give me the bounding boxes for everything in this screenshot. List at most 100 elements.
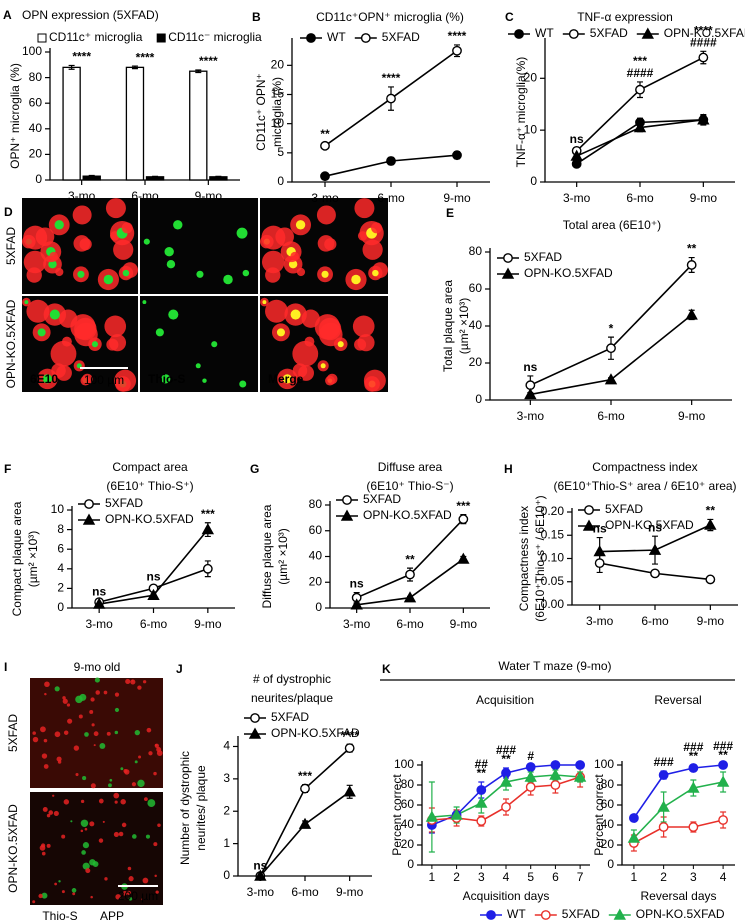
chart-subtitle: neurites/plaque (251, 691, 333, 705)
y-tick-label: 40 (469, 318, 483, 332)
plaque-core (351, 274, 361, 285)
marker (405, 569, 415, 580)
legend-label: 5XFAD (605, 502, 643, 516)
stain-dot (80, 819, 89, 828)
stain-dot (108, 783, 112, 788)
panel-label: G (250, 462, 259, 476)
y-tick-label: 60 (469, 281, 483, 295)
plaque-core (142, 300, 147, 305)
plaque-blob (105, 198, 126, 219)
stain-label: APP (100, 909, 124, 923)
plaque-core (337, 341, 344, 348)
y-axis-label: (6E10⁺Thio-s⁺ / 6E10⁺) (533, 495, 547, 621)
y-tick-label: 60 (29, 95, 43, 109)
plaque-core (166, 259, 176, 269)
plaque-blob (298, 365, 314, 381)
marker (571, 158, 582, 169)
y-tick-label: 0.15 (541, 527, 565, 541)
plaque-blob (113, 239, 134, 260)
plaque-core (91, 341, 99, 348)
marker (475, 796, 488, 808)
y-tick-label: 80 (469, 244, 483, 258)
panel-label: K (382, 662, 391, 676)
stain-dot (134, 760, 138, 764)
stain-dot (80, 829, 84, 833)
chart-title: # of dystrophic (253, 672, 331, 686)
y-tick-label: 20 (469, 355, 483, 369)
stain-dot (82, 862, 90, 870)
series-line (633, 781, 724, 839)
stain-dot (67, 718, 73, 724)
stain-dot (62, 696, 66, 700)
y-tick-label: 10 (51, 502, 65, 516)
significance-label: ns (92, 584, 106, 598)
error-bar (131, 65, 138, 70)
plaque-core (239, 380, 247, 388)
x-tick-label: 5 (527, 870, 534, 884)
legend-label: OPN-KO.5XFAD (105, 512, 194, 526)
plaque-blob (26, 299, 50, 323)
significance-label: ** (405, 552, 415, 566)
marker (570, 149, 583, 161)
y-tick-label: 0 (530, 174, 537, 188)
plaque-core (49, 309, 60, 320)
x-tick-label: 2 (453, 870, 460, 884)
legend-label: 5XFAD (105, 496, 143, 510)
plaque-blob (121, 222, 133, 234)
plaque-core (161, 374, 171, 384)
significance-label: ### (496, 743, 516, 757)
significance-label: ### (683, 740, 703, 754)
legend-marker (514, 29, 524, 39)
plaque-blob (318, 317, 342, 341)
plaque-core (236, 227, 248, 239)
legend-label: 5XFAD (271, 710, 309, 724)
scale-bar-label: 200 µm (118, 889, 158, 903)
y-tick-label: 10 (271, 116, 285, 130)
stain-dot (70, 820, 73, 823)
legend-label: OPN-KO.5XFAD (271, 726, 360, 740)
marker (425, 810, 439, 822)
stain-dot (53, 810, 59, 817)
stain-dot (142, 680, 147, 684)
y-tick-label: 80 (309, 497, 323, 511)
y-tick-label: 60 (601, 797, 615, 811)
legend-label: WT (327, 30, 346, 44)
plaque-blob (72, 205, 92, 225)
marker (320, 171, 330, 182)
y-tick-label: 4 (223, 739, 230, 753)
panel-label: H (504, 462, 513, 476)
legend-marker (342, 495, 352, 505)
y-tick-label: 40 (29, 121, 43, 135)
stain-dot (71, 888, 77, 893)
legend-label: 5XFAD (562, 907, 600, 921)
x-tick-label: 3 (478, 870, 485, 884)
x-tick-label: 9-mo (690, 191, 718, 205)
legend-marker (340, 509, 354, 521)
stain-dot (75, 695, 83, 704)
stain-dot (98, 798, 104, 804)
plaque-blob (371, 222, 383, 234)
plaque-blob (290, 251, 299, 261)
stain-dot (95, 690, 100, 695)
plaque-blob (49, 251, 58, 261)
y-axis-label: Number of dystrophic (178, 751, 192, 865)
stain-dot (93, 744, 96, 747)
plaque-blob (352, 315, 375, 338)
error-bar (68, 64, 75, 70)
marker (350, 598, 363, 610)
y-axis-label: Percent correct (592, 774, 606, 856)
y-tick-label: 0.00 (541, 597, 565, 611)
stain-dot (145, 834, 151, 839)
error-bar (215, 175, 222, 178)
chart-title: CD11c⁺OPN⁺ microglia (%) (316, 10, 464, 24)
stain-dot (32, 736, 39, 743)
plaque-core (103, 274, 114, 285)
legend-label: OPN-KO.5XFAD (664, 26, 745, 40)
stain-dot (153, 842, 158, 847)
marker (657, 800, 670, 812)
marker (686, 260, 697, 270)
plaque-core (295, 220, 306, 230)
plaque-core (54, 220, 64, 230)
legend-swatch (156, 33, 166, 43)
marker (457, 552, 470, 564)
